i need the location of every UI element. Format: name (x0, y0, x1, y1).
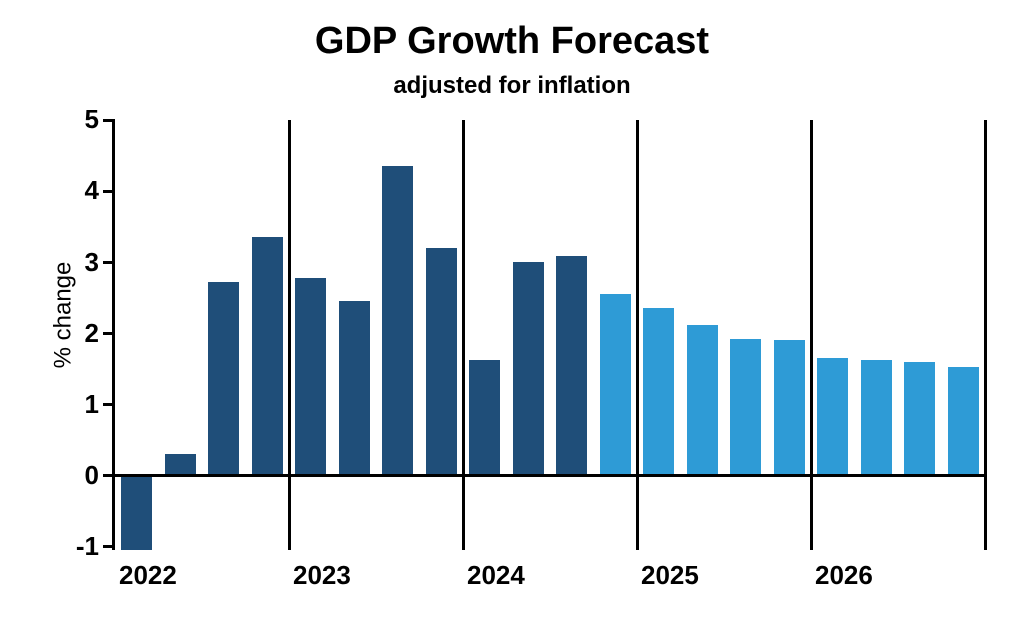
bar-3 (252, 237, 283, 475)
bar-2 (208, 282, 239, 475)
bar-15 (774, 340, 805, 475)
y-tick-label: 3 (55, 247, 99, 278)
zero-line (115, 474, 985, 477)
x-tick-label: 2022 (119, 560, 177, 591)
bar-7 (426, 248, 457, 475)
bar-11 (600, 294, 631, 475)
y-tick (103, 545, 115, 548)
gdp-forecast-chart: GDP Growth Forecast adjusted for inflati… (0, 0, 1024, 629)
x-tick-label: 2025 (641, 560, 699, 591)
bar-18 (904, 362, 935, 476)
bar-9 (513, 262, 544, 475)
bar-8 (469, 360, 500, 475)
year-separator (636, 120, 639, 550)
plot-area: -101234520222023202420252026 (115, 120, 985, 550)
bar-17 (861, 360, 892, 475)
bar-4 (295, 278, 326, 476)
y-tick (103, 119, 115, 122)
bar-5 (339, 301, 370, 475)
bar-13 (687, 325, 718, 476)
bar-6 (382, 166, 413, 475)
x-tick-label: 2023 (293, 560, 351, 591)
y-tick-label: -1 (55, 531, 99, 562)
bar-0 (121, 475, 152, 550)
y-tick (103, 474, 115, 477)
y-tick-label: 2 (55, 318, 99, 349)
x-tick-label: 2026 (815, 560, 873, 591)
bar-12 (643, 308, 674, 475)
bar-16 (817, 358, 848, 475)
bar-1 (165, 454, 196, 475)
y-axis (112, 120, 115, 550)
y-tick-label: 4 (55, 175, 99, 206)
y-tick (103, 332, 115, 335)
y-tick (103, 261, 115, 264)
year-separator (810, 120, 813, 550)
y-tick-label: 5 (55, 104, 99, 135)
bar-10 (556, 256, 587, 475)
bar-19 (948, 367, 979, 475)
bar-14 (730, 339, 761, 475)
chart-title: GDP Growth Forecast (0, 20, 1024, 63)
year-separator (984, 120, 987, 550)
y-tick (103, 190, 115, 193)
y-tick-label: 1 (55, 389, 99, 420)
y-tick-label: 0 (55, 460, 99, 491)
y-tick (103, 403, 115, 406)
x-tick-label: 2024 (467, 560, 525, 591)
year-separator (288, 120, 291, 550)
year-separator (462, 120, 465, 550)
chart-subtitle: adjusted for inflation (0, 72, 1024, 100)
